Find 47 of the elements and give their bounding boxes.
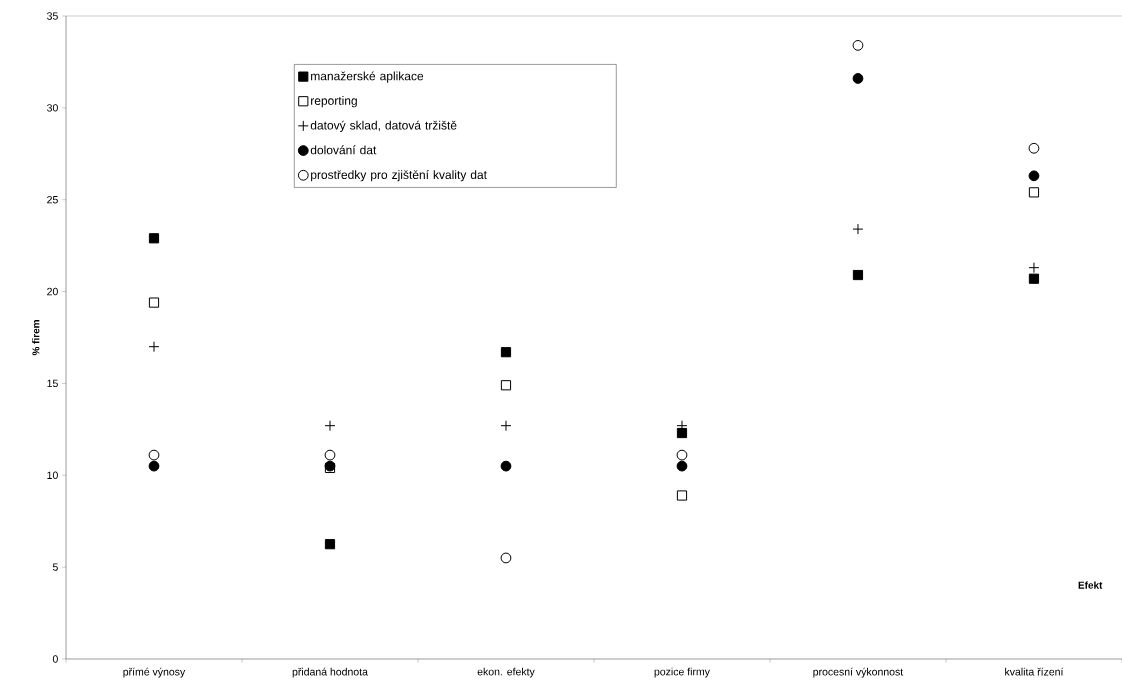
y-tick-label: 30 (47, 104, 58, 112)
legend-label: datový sklad, datová tržiště (310, 120, 457, 132)
point (676, 449, 688, 461)
point (148, 233, 160, 244)
point (1028, 273, 1040, 284)
point (324, 449, 336, 461)
point (852, 39, 864, 51)
point (148, 449, 160, 461)
x-tick-label: pozice firmy (654, 667, 710, 678)
point (676, 490, 688, 501)
y-axis-title: % firem (32, 320, 40, 356)
y-tick-label: 35 (47, 12, 58, 20)
x-tick-label: kvalita řízení (1005, 667, 1064, 676)
legend-label: manažerské aplikace (311, 71, 424, 83)
point (1028, 187, 1040, 198)
x-tick-label: přidaná hodnota (292, 667, 368, 678)
point (500, 552, 512, 564)
legend-label: reporting (311, 96, 357, 108)
x-tick-label: přímé výnosy (123, 667, 186, 678)
point (1028, 170, 1040, 182)
y-tick-label: 15 (47, 379, 58, 388)
y-tick-label: 25 (47, 196, 58, 204)
point (148, 341, 160, 353)
point (500, 460, 512, 472)
point (324, 539, 336, 550)
x-tick-label: procesní výkonnost (813, 667, 904, 678)
point (148, 460, 160, 472)
point (1028, 262, 1040, 274)
legend-label: dolování dat (310, 145, 377, 155)
point (500, 420, 512, 432)
y-tick-label: 10 (47, 471, 58, 480)
y-tick-label: 5 (52, 563, 58, 571)
point (148, 297, 160, 308)
y-tick-label: 0 (52, 655, 58, 663)
point (852, 269, 864, 281)
x-axis-title: Efekt (1078, 581, 1103, 589)
legend-label: prostředky pro zjištění kvality dat (311, 170, 487, 182)
point (1028, 142, 1040, 154)
point (852, 223, 864, 235)
point (852, 73, 864, 84)
y-tick-label: 20 (47, 287, 58, 296)
point (500, 347, 512, 358)
point (324, 420, 336, 432)
point (676, 460, 688, 472)
point (676, 427, 688, 439)
point (500, 380, 512, 391)
x-tick-label: ekon. efekty (477, 667, 535, 678)
